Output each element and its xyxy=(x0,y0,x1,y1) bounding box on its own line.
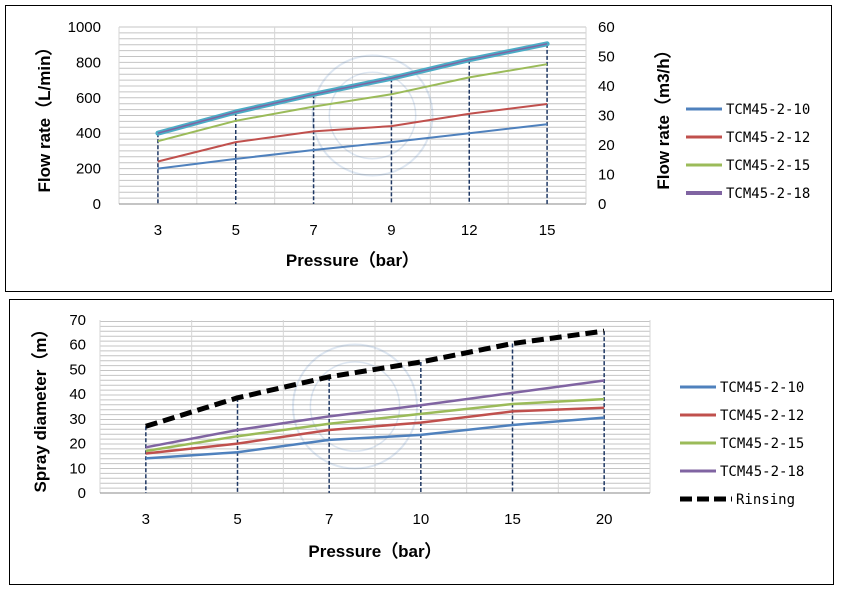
x-tick-label: 9 xyxy=(387,222,395,239)
watermark-logo xyxy=(311,54,434,177)
y-tick-label: 50 xyxy=(69,361,86,378)
y-axis-title: Flow rate（L/min） xyxy=(34,39,54,193)
legend-label: TCM45-2-10 xyxy=(726,102,810,118)
x-tick-label: 12 xyxy=(461,222,478,239)
y-tick-label: 0 xyxy=(78,485,86,502)
y-axis-title: Spray diameter（m） xyxy=(30,321,50,493)
y-tick-label: 40 xyxy=(69,386,86,403)
legend-label: TCM45-2-12 xyxy=(720,408,804,424)
y-tick-label: 600 xyxy=(76,90,101,107)
y2-tick-label: 50 xyxy=(598,49,615,66)
legend-label: TCM45-2-18 xyxy=(720,464,804,480)
y-tick-label: 800 xyxy=(76,54,101,71)
spray-diameter-chart-panel: 0 10 20 30 40 50 60 70 3 5 7 10 15 20 Pressure（bar） Spr… xyxy=(9,299,834,585)
y2-tick-label: 10 xyxy=(598,167,615,184)
x-tick-label: 15 xyxy=(504,511,521,528)
grid-lines xyxy=(118,26,587,204)
flow-rate-chart-panel: 0 200 400 600 800 1000 0 10 20 30 40 50 60 3 5 7 9 12 15 Pr… xyxy=(5,5,832,292)
watermark-inner-circle xyxy=(309,361,401,452)
x-tick-label: 3 xyxy=(154,222,162,239)
series-line xyxy=(157,103,548,163)
legend-label: TCM45-2-10 xyxy=(720,380,804,396)
y-tick-label: 30 xyxy=(69,411,86,428)
y-tick-label: 200 xyxy=(76,161,101,178)
x-axis-title: Pressure（bar） xyxy=(308,541,441,561)
x-tick-label: 10 xyxy=(412,511,429,528)
spray-diameter-chart: 0 10 20 30 40 50 60 70 3 5 7 10 15 20 Pressure（bar） Spr… xyxy=(30,312,804,561)
x-tick-label: 7 xyxy=(309,222,317,239)
series-line xyxy=(145,406,605,455)
legend-label: TCM45-2-15 xyxy=(726,158,810,174)
legend-label: Rinsing xyxy=(736,492,795,508)
x-tick-label: 20 xyxy=(596,511,613,528)
x-tick-label: 7 xyxy=(325,511,333,528)
grid-lines xyxy=(99,320,651,493)
x-tick-label: 15 xyxy=(539,222,556,239)
y2-tick-label: 30 xyxy=(598,108,615,125)
y2-tick-label: 20 xyxy=(598,137,615,154)
y-tick-label: 400 xyxy=(76,125,101,142)
series-line xyxy=(157,123,548,170)
watermark-inner-circle xyxy=(328,71,417,160)
x-tick-label: 3 xyxy=(142,511,150,528)
legend-label: TCM45-2-12 xyxy=(726,130,810,146)
series-line xyxy=(145,397,605,453)
x-tick-label: 5 xyxy=(233,511,241,528)
x-axis-title: Pressure（bar） xyxy=(286,250,419,270)
flow-rate-chart: 0 200 400 600 800 1000 0 10 20 30 40 50 60 3 5 7 9 12 15 Pr… xyxy=(34,19,810,270)
legend-label: TCM45-2-18 xyxy=(726,186,810,202)
series-line-dashed xyxy=(145,328,605,429)
y-tick-label: 70 xyxy=(69,312,86,329)
y-tick-label: 60 xyxy=(69,337,86,354)
y2-tick-label: 0 xyxy=(598,196,606,213)
x-tick-label: 5 xyxy=(232,222,240,239)
y-tick-label: 0 xyxy=(93,196,101,213)
legend-label: TCM45-2-15 xyxy=(720,436,804,452)
y2-tick-label: 60 xyxy=(598,19,615,36)
y-tick-label: 10 xyxy=(69,460,86,477)
series-line xyxy=(157,63,548,143)
watermark-circle xyxy=(311,54,434,177)
series-line xyxy=(145,379,605,449)
series-line xyxy=(157,43,548,134)
y2-axis-title: Flow rate（m3/h） xyxy=(653,41,673,189)
y2-tick-label: 40 xyxy=(598,78,615,95)
y-tick-label: 20 xyxy=(69,436,86,453)
y-tick-label: 1000 xyxy=(68,19,101,36)
series-line xyxy=(145,416,605,460)
